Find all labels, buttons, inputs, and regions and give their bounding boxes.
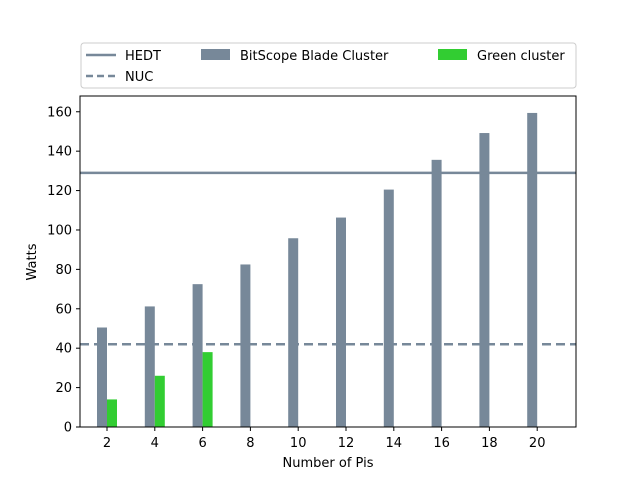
y-tick-label-40: 40 [55, 342, 72, 357]
reference-lines-layer [80, 171, 576, 346]
legend-label-green: Green cluster [477, 49, 565, 64]
x-tick-label-12: 12 [338, 436, 355, 451]
bar-series-0-16 [431, 159, 442, 427]
bar-series-1-6 [202, 352, 213, 427]
bars-layer [97, 112, 538, 428]
bar-series-0-12 [336, 217, 346, 427]
legend-entry-green: Green cluster [438, 49, 565, 64]
y-tick-label-120: 120 [47, 184, 72, 199]
y-tick-label-160: 160 [47, 105, 72, 120]
x-tick-label-14: 14 [386, 436, 403, 451]
bar-series-0-2 [97, 327, 107, 427]
bar-series-0-10 [288, 238, 299, 427]
bar-series-0-4 [144, 306, 155, 427]
x-tick-label-2: 2 [103, 436, 111, 451]
bar-series-0-18 [479, 133, 490, 428]
x-tick-label-8: 8 [246, 436, 254, 451]
y-axis-title: Watts [25, 243, 40, 280]
legend-entry-nuc: NUC [86, 70, 153, 85]
x-tick-label-4: 4 [151, 436, 159, 451]
x-axis: 2 4 6 8 10 12 14 16 18 20 [103, 427, 546, 451]
y-tick-label-60: 60 [55, 302, 72, 317]
legend-entry-hedt: HEDT [86, 49, 161, 64]
y-tick-label-20: 20 [55, 381, 72, 396]
bar-series-0-14 [383, 189, 394, 427]
x-tick-label-18: 18 [481, 436, 498, 451]
plot-frame [79, 95, 577, 428]
bar-series-0-6 [192, 284, 203, 427]
y-tick-label-100: 100 [47, 223, 72, 238]
y-tick-label-0: 0 [64, 421, 72, 436]
legend-label-nuc: NUC [125, 70, 153, 85]
bar-series-0-20 [527, 112, 538, 427]
legend: HEDT NUC BitScope Blade Cluster Green cl… [80, 42, 577, 89]
plot-area [79, 95, 577, 428]
legend-label-bitscope: BitScope Blade Cluster [240, 49, 389, 64]
legend-label-hedt: HEDT [125, 49, 161, 64]
bar-series-1-4 [154, 375, 165, 427]
x-tick-label-20: 20 [529, 436, 546, 451]
legend-swatch-green [438, 49, 467, 60]
legend-entry-bitscope: BitScope Blade Cluster [201, 49, 389, 64]
x-tick-label-16: 16 [433, 436, 450, 451]
x-tick-label-6: 6 [198, 436, 206, 451]
legend-swatch-bitscope [201, 49, 230, 60]
y-axis: 0 20 40 60 80 100 120 140 160 [47, 105, 80, 436]
bar-series-0-8 [240, 264, 251, 427]
y-tick-label-80: 80 [55, 263, 72, 278]
x-tick-label-10: 10 [290, 436, 307, 451]
bar-series-1-2 [107, 399, 117, 427]
x-axis-title: Number of Pis [283, 456, 374, 471]
y-tick-label-140: 140 [47, 145, 72, 160]
